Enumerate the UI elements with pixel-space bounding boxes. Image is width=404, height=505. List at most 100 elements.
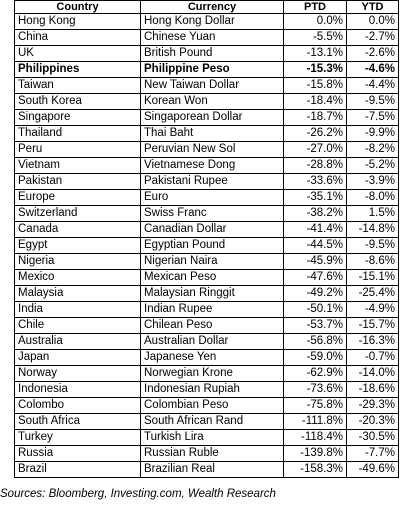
ptd-cell: -45.9% [283, 253, 347, 270]
currency-cell: Canadian Dollar [140, 221, 284, 238]
country-cell: Canada [14, 221, 141, 238]
ytd-cell: -4.6% [346, 61, 399, 78]
ptd-cell: -15.8% [283, 77, 347, 94]
country-cell: Indonesia [14, 381, 141, 398]
table-row: Mexico Mexican Peso -47.6% -15.1% [14, 269, 399, 286]
ytd-cell: 1.5% [346, 205, 399, 222]
header-currency: Currency [140, 0, 284, 14]
table-row: Taiwan New Taiwan Dollar -15.8% -4.4% [14, 77, 399, 94]
currency-cell: Singaporean Dollar [140, 109, 284, 126]
currency-cell: Norwegian Krone [140, 365, 284, 382]
currency-cell: Indonesian Rupiah [140, 381, 284, 398]
country-cell: Japan [14, 349, 141, 366]
currency-cell: Indian Rupee [140, 301, 284, 318]
currency-cell: Australian Dollar [140, 333, 284, 350]
table-header: Country Currency PTD YTD [14, 0, 399, 14]
table-row: Colombo Colombian Peso -75.8% -29.3% [14, 397, 399, 414]
country-cell: Australia [14, 333, 141, 350]
country-cell: Mexico [14, 269, 141, 286]
country-cell: Europe [14, 189, 141, 206]
ytd-cell: -8.0% [346, 189, 399, 206]
ytd-cell: -7.5% [346, 109, 399, 126]
ptd-cell: -75.8% [283, 397, 347, 414]
source-note: Sources: Bloomberg, Investing.com, Wealt… [0, 488, 276, 500]
currency-cell: Hong Kong Dollar [140, 13, 284, 30]
ptd-cell: -18.7% [283, 109, 347, 126]
ptd-cell: -53.7% [283, 317, 347, 334]
currency-cell: Pakistani Rupee [140, 173, 284, 190]
country-cell: Nigeria [14, 253, 141, 270]
currency-table-container: Country Currency PTD YTD Hong Kong Hong K… [14, 0, 399, 478]
country-cell: Egypt [14, 237, 141, 254]
table-row: Russia Russian Ruble -139.8% -7.7% [14, 445, 399, 462]
table-row: Switzerland Swiss Franc -38.2% 1.5% [14, 205, 399, 222]
currency-cell: Chilean Peso [140, 317, 284, 334]
ptd-cell: -158.3% [283, 461, 347, 478]
currency-cell: British Pound [140, 45, 284, 62]
country-cell: Hong Kong [14, 13, 141, 30]
header-country: Country [14, 0, 141, 14]
table-row: Japan Japanese Yen -59.0% -0.7% [14, 349, 399, 366]
table-row: Hong Kong Hong Kong Dollar 0.0% 0.0% [14, 13, 399, 30]
table-row: Singapore Singaporean Dollar -18.7% -7.5% [14, 109, 399, 126]
table-row: Europe Euro -35.1% -8.0% [14, 189, 399, 206]
ytd-cell: -29.3% [346, 397, 399, 414]
currency-cell: Japanese Yen [140, 349, 284, 366]
country-cell: South Africa [14, 413, 141, 430]
currency-cell: Mexican Peso [140, 269, 284, 286]
header-ytd: YTD [346, 0, 399, 14]
table-row: Malaysia Malaysian Ringgit -49.2% -25.4% [14, 285, 399, 302]
ytd-cell: -14.0% [346, 365, 399, 382]
ytd-cell: -8.6% [346, 253, 399, 270]
currency-cell: Thai Baht [140, 125, 284, 142]
table-row: Chile Chilean Peso -53.7% -15.7% [14, 317, 399, 334]
ytd-cell: -5.2% [346, 157, 399, 174]
ytd-cell: -25.4% [346, 285, 399, 302]
country-cell: UK [14, 45, 141, 62]
ytd-cell: -3.9% [346, 173, 399, 190]
country-cell: Chile [14, 317, 141, 334]
ptd-cell: -44.5% [283, 237, 347, 254]
table-row: Brazil Brazilian Real -158.3% -49.6% [14, 461, 399, 478]
ptd-cell: -50.1% [283, 301, 347, 318]
country-cell: Switzerland [14, 205, 141, 222]
table-row: Egypt Egyptian Pound -44.5% -9.5% [14, 237, 399, 254]
table-row: Peru Peruvian New Sol -27.0% -8.2% [14, 141, 399, 158]
currency-cell: Peruvian New Sol [140, 141, 284, 158]
currency-cell: Swiss Franc [140, 205, 284, 222]
currency-cell: Korean Won [140, 93, 284, 110]
currency-performance-table: Country Currency PTD YTD Hong Kong Hong K… [14, 0, 399, 478]
table-body: Hong Kong Hong Kong Dollar 0.0% 0.0% China Ch… [14, 13, 399, 478]
header-row: Country Currency PTD YTD [14, 0, 399, 14]
table-row: UK British Pound -13.1% -2.6% [14, 45, 399, 62]
country-cell: China [14, 29, 141, 46]
ptd-cell: -18.4% [283, 93, 347, 110]
ptd-cell: -59.0% [283, 349, 347, 366]
country-cell: Philippines [14, 61, 141, 78]
country-cell: Pakistan [14, 173, 141, 190]
ptd-cell: -56.8% [283, 333, 347, 350]
currency-cell: Malaysian Ringgit [140, 285, 284, 302]
table-row: Vietnam Vietnamese Dong -28.8% -5.2% [14, 157, 399, 174]
table-row: South Korea Korean Won -18.4% -9.5% [14, 93, 399, 110]
ptd-cell: -27.0% [283, 141, 347, 158]
ytd-cell: -4.9% [346, 301, 399, 318]
country-cell: Russia [14, 445, 141, 462]
table-row: China Chinese Yuan -5.5% -2.7% [14, 29, 399, 46]
currency-cell: Brazilian Real [140, 461, 284, 478]
country-cell: South Korea [14, 93, 141, 110]
ytd-cell: -4.4% [346, 77, 399, 94]
ptd-cell: -49.2% [283, 285, 347, 302]
ytd-cell: -0.7% [346, 349, 399, 366]
ytd-cell: -2.6% [346, 45, 399, 62]
ytd-cell: -30.5% [346, 429, 399, 446]
currency-cell: Chinese Yuan [140, 29, 284, 46]
ytd-cell: -15.1% [346, 269, 399, 286]
currency-cell: Philippine Peso [140, 61, 284, 78]
ptd-cell: -13.1% [283, 45, 347, 62]
table-row: Australia Australian Dollar -56.8% -16.3% [14, 333, 399, 350]
ptd-cell: -35.1% [283, 189, 347, 206]
ptd-cell: -111.8% [283, 413, 347, 430]
ytd-cell: -9.5% [346, 237, 399, 254]
country-cell: Colombo [14, 397, 141, 414]
